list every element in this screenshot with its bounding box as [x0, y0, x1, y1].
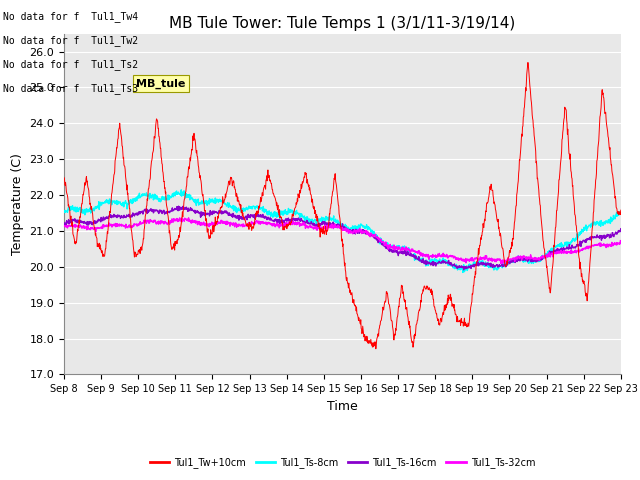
- Tul1_Tw+10cm: [170, 245, 178, 251]
- Tul1_Ts-16cm: [617, 226, 625, 231]
- Line: Tul1_Tw+10cm: Tul1_Tw+10cm: [64, 62, 621, 349]
- Text: No data for f  Tul1_Ts3: No data for f Tul1_Ts3: [3, 83, 138, 94]
- Tul1_Ts-32cm: [497, 261, 505, 266]
- Tul1_Tw+10cm: [246, 222, 254, 228]
- Tul1_Tw+10cm: [60, 175, 68, 180]
- Tul1_Ts-8cm: [184, 194, 192, 200]
- Line: Tul1_Ts-32cm: Tul1_Ts-32cm: [64, 218, 621, 264]
- Tul1_Ts-32cm: [552, 250, 559, 256]
- Tul1_Ts-16cm: [175, 204, 182, 209]
- Tul1_Ts-8cm: [170, 192, 178, 198]
- Tul1_Ts-8cm: [246, 204, 254, 210]
- Line: Tul1_Ts-8cm: Tul1_Ts-8cm: [64, 190, 621, 273]
- Tul1_Tw+10cm: [524, 60, 532, 65]
- Tul1_Ts-32cm: [429, 253, 437, 259]
- Legend: Tul1_Tw+10cm, Tul1_Ts-8cm, Tul1_Ts-16cm, Tul1_Ts-32cm: Tul1_Tw+10cm, Tul1_Ts-8cm, Tul1_Ts-16cm,…: [146, 453, 539, 472]
- Tul1_Ts-32cm: [60, 223, 68, 229]
- Tul1_Ts-8cm: [60, 209, 68, 215]
- Text: No data for f  Tul1_Ts2: No data for f Tul1_Ts2: [3, 59, 138, 70]
- Tul1_Ts-32cm: [502, 260, 510, 265]
- Tul1_Ts-8cm: [552, 244, 559, 250]
- Text: MB_tule: MB_tule: [136, 78, 186, 89]
- Tul1_Ts-16cm: [60, 223, 68, 228]
- Tul1_Tw+10cm: [372, 346, 380, 352]
- Text: No data for f  Tul1_Tw2: No data for f Tul1_Tw2: [3, 35, 138, 46]
- Tul1_Ts-16cm: [460, 267, 468, 273]
- Tul1_Ts-8cm: [502, 260, 510, 265]
- Tul1_Ts-16cm: [184, 205, 192, 211]
- Title: MB Tule Tower: Tule Temps 1 (3/1/11-3/19/14): MB Tule Tower: Tule Temps 1 (3/1/11-3/19…: [169, 16, 516, 31]
- Tul1_Ts-8cm: [177, 187, 185, 192]
- Tul1_Ts-8cm: [429, 257, 437, 263]
- Tul1_Ts-16cm: [552, 250, 559, 255]
- X-axis label: Time: Time: [327, 400, 358, 413]
- Tul1_Tw+10cm: [552, 225, 559, 230]
- Line: Tul1_Ts-16cm: Tul1_Ts-16cm: [64, 206, 621, 270]
- Tul1_Tw+10cm: [184, 174, 191, 180]
- Tul1_Ts-16cm: [502, 263, 510, 269]
- Tul1_Ts-32cm: [185, 215, 193, 221]
- Tul1_Ts-8cm: [617, 209, 625, 215]
- Text: No data for f  Tul1_Tw4: No data for f Tul1_Tw4: [3, 11, 138, 22]
- Tul1_Ts-32cm: [184, 216, 191, 222]
- Y-axis label: Temperature (C): Temperature (C): [11, 153, 24, 255]
- Tul1_Ts-32cm: [246, 222, 254, 228]
- Tul1_Tw+10cm: [429, 297, 437, 302]
- Tul1_Ts-16cm: [246, 212, 254, 217]
- Tul1_Ts-16cm: [170, 207, 178, 213]
- Tul1_Ts-32cm: [617, 239, 625, 244]
- Tul1_Tw+10cm: [617, 207, 625, 213]
- Tul1_Ts-8cm: [459, 270, 467, 276]
- Tul1_Ts-32cm: [170, 217, 178, 223]
- Tul1_Ts-16cm: [429, 263, 437, 268]
- Tul1_Tw+10cm: [502, 263, 509, 269]
